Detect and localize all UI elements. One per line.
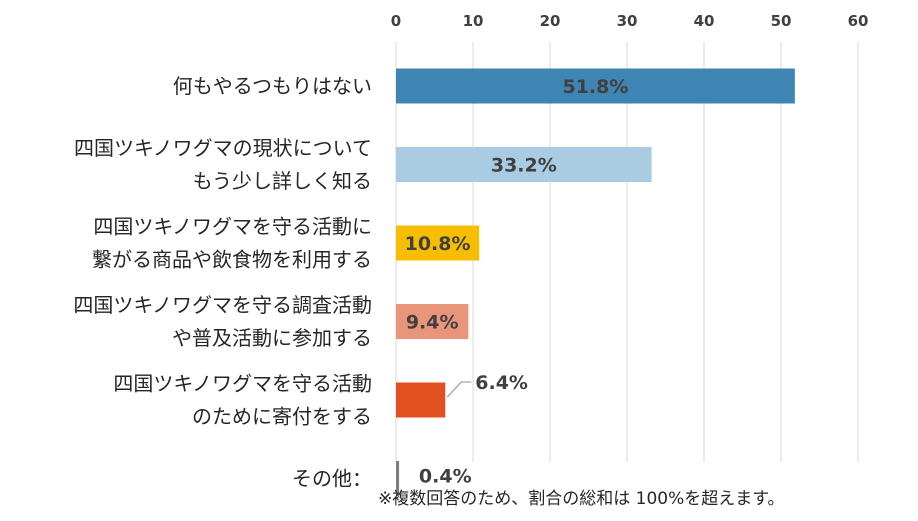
x-tick-label-20: 20 [540, 12, 561, 30]
x-axis-tick-labels: 0 10 20 30 40 50 60 [391, 12, 869, 30]
bar-2 [396, 147, 652, 182]
data-label-6: 0.4% [419, 466, 472, 488]
category-label-2: 四国ツキノワグマの現状についてもう少し詳しく知る [74, 136, 372, 193]
category-label-4: 四国ツキノワグマを守る調査活動や普及活動に参加する [73, 293, 372, 350]
bar-4 [396, 304, 469, 339]
data-label-1: 51.8% [562, 76, 628, 98]
x-tick-label-30: 30 [617, 12, 638, 30]
gridlines [395, 42, 859, 462]
x-tick-label-0: 0 [391, 12, 401, 30]
category-label-5: 四国ツキノワグマを守る活動のために寄付をする [113, 372, 372, 429]
x-tick-label-50: 50 [771, 12, 792, 30]
x-tick-label-60: 60 [848, 12, 869, 30]
category-label-3: 四国ツキノワグマを守る活動に繋がる商品や飲食物を利用する [92, 215, 372, 272]
data-label-4: 9.4% [406, 312, 459, 334]
bar-3 [396, 225, 480, 261]
data-label-3: 10.8% [405, 233, 471, 255]
data-label-2: 33.2% [491, 155, 557, 177]
bar-5 [396, 382, 446, 418]
leader-line-5 [446, 381, 472, 398]
x-tick-label-10: 10 [463, 12, 484, 30]
category-label-1: 何もやるつもりはない [173, 74, 372, 98]
bar-6 [396, 461, 400, 496]
footnote: ※複数回答のため、割合の総和は 100%を超えます。 [378, 489, 785, 509]
data-labels: 51.8% 33.2% 10.8% 9.4% 6.4% 0.4% [405, 76, 629, 488]
x-tick-label-40: 40 [694, 12, 715, 30]
data-label-5: 6.4% [475, 372, 528, 394]
category-labels: 何もやるつもりはない四国ツキノワグマの現状についてもう少し詳しく知る四国ツキノワ… [73, 74, 372, 491]
bar-1 [396, 68, 795, 104]
category-label-6: その他： [292, 467, 372, 491]
bars [396, 68, 795, 496]
